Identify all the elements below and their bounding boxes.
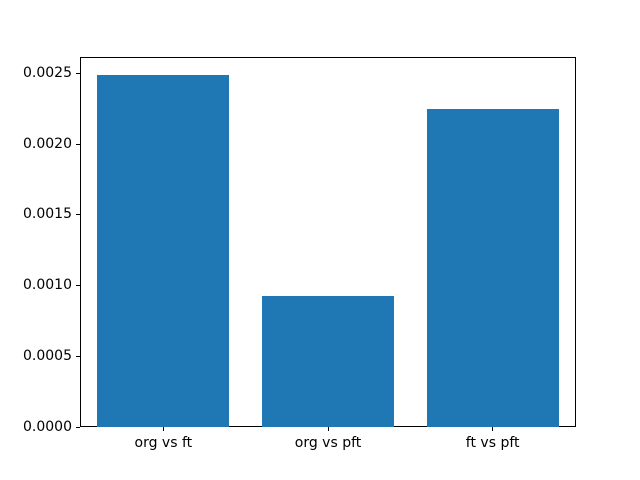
- y-axis-tick: [76, 73, 80, 75]
- x-axis-tick: [492, 427, 494, 431]
- y-axis-tick-label: 0.0015: [23, 206, 72, 223]
- x-axis-tick-label: ft vs pft: [465, 435, 520, 451]
- x-axis-tick-label: org vs pft: [294, 435, 362, 451]
- bar-ft-vs-pft: [426, 108, 559, 427]
- bar-org-vs-pft: [262, 295, 394, 427]
- y-axis-tick-label: 0.0000: [23, 418, 72, 435]
- y-axis-tick-label: 0.0020: [23, 135, 72, 152]
- y-axis-tick-label: 0.0005: [23, 347, 72, 364]
- y-axis-tick: [76, 426, 80, 428]
- x-axis-tick-label: org vs ft: [134, 435, 193, 451]
- x-axis-tick: [162, 427, 164, 431]
- y-axis-tick-label: 0.0025: [23, 65, 72, 82]
- y-axis-tick: [76, 355, 80, 357]
- bar-org-vs-ft: [97, 74, 230, 427]
- x-axis-tick: [327, 427, 329, 431]
- y-axis-tick: [76, 214, 80, 216]
- y-axis-tick-label: 0.0010: [23, 277, 72, 294]
- y-axis-tick: [76, 143, 80, 145]
- y-axis-tick: [76, 285, 80, 287]
